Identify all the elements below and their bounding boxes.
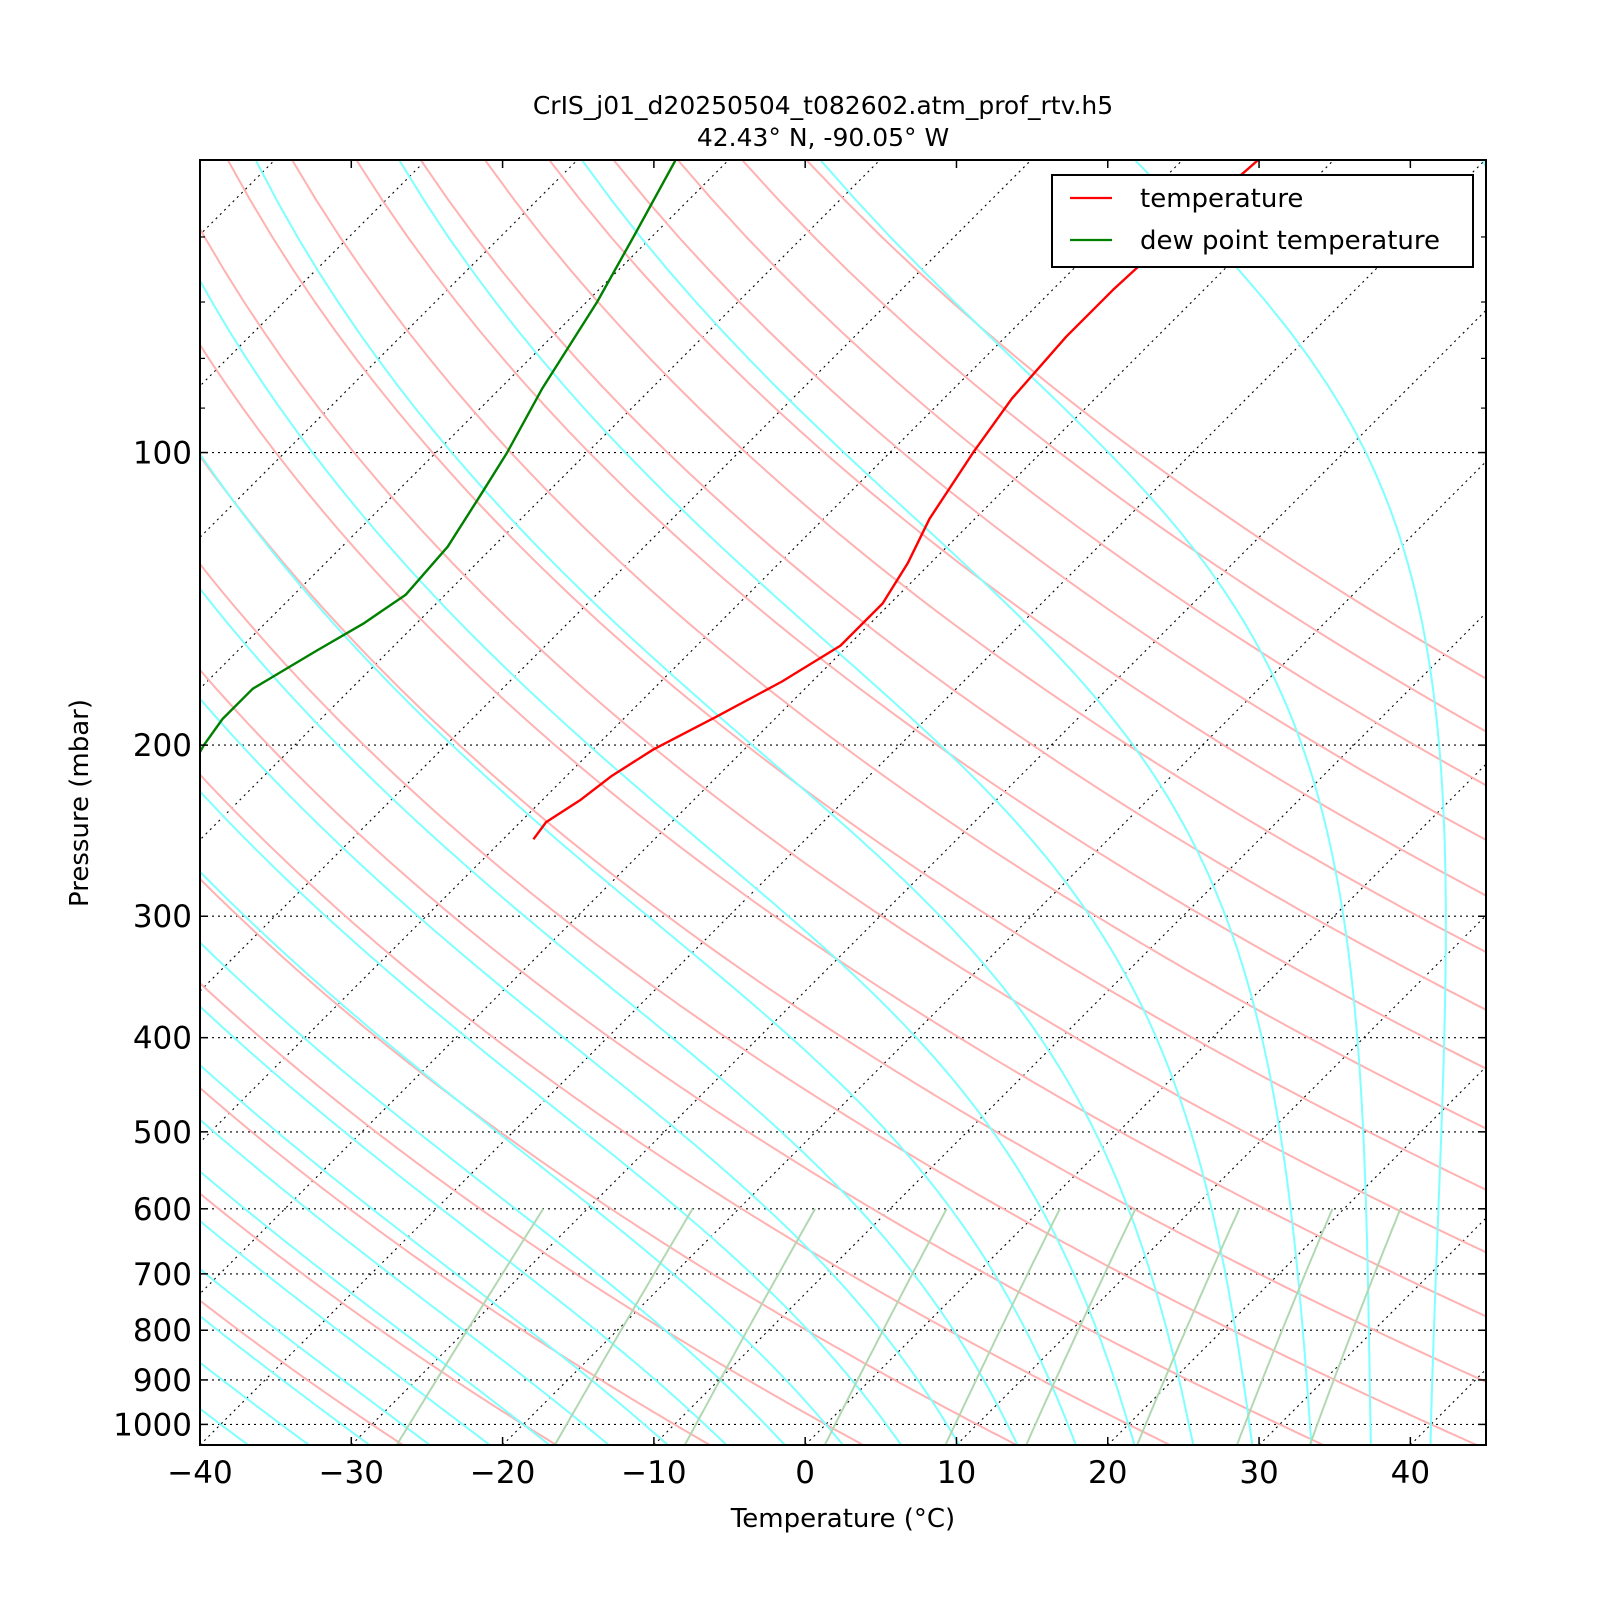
y-tick-label: 900 — [133, 1363, 192, 1399]
dry-adiabat-line — [0, 160, 403, 1445]
isotherm-line — [1562, 143, 1600, 1445]
y-tick-label: 800 — [133, 1313, 192, 1349]
dry-adiabat-line — [0, 160, 863, 1445]
mixing-ratio-line — [825, 1209, 947, 1445]
dry-adiabat-line — [678, 160, 1600, 1445]
isotherm-line — [0, 143, 292, 1445]
isotherm-line — [1410, 143, 1600, 1445]
x-tick-label: −20 — [470, 1455, 535, 1491]
x-tick-label: −30 — [319, 1455, 384, 1491]
y-tick-label: 1000 — [113, 1407, 192, 1443]
isotherm-line — [0, 143, 1200, 1445]
mixing-ratio-line — [555, 1209, 693, 1445]
y-tick-label: 700 — [133, 1257, 192, 1293]
mixing-ratio-line — [1310, 1209, 1401, 1445]
isotherm-line — [957, 143, 1600, 1445]
legend: temperature dew point temperature — [1052, 175, 1473, 267]
dry-adiabat-line — [485, 160, 1600, 1445]
dry-adiabat-line — [614, 160, 1600, 1445]
y-tick-label: 200 — [133, 728, 192, 764]
moist-adiabat-line — [0, 358, 785, 1445]
isotherm-line — [49, 143, 1351, 1445]
moist-adiabat-line — [0, 493, 490, 1445]
x-tick-label: −40 — [167, 1455, 232, 1491]
y-tick-label: 100 — [133, 436, 192, 472]
y-tick-label: 300 — [133, 899, 192, 935]
x-tick-label: 40 — [1391, 1455, 1430, 1491]
chart-title: CrIS_j01_d20250504_t082602.atm_prof_rtv.… — [533, 91, 1113, 120]
isotherm-line — [1259, 143, 1600, 1445]
moist-adiabat-line — [0, 595, 248, 1445]
isotherm-line — [0, 143, 746, 1445]
plot-frame — [200, 160, 1486, 1445]
background-lines — [0, 143, 1600, 1445]
moist-adiabat-line — [0, 547, 370, 1445]
isotherm-line — [200, 143, 1502, 1445]
x-tick-label: 20 — [1088, 1455, 1127, 1491]
legend-label-dew-point: dew point temperature — [1140, 226, 1440, 256]
y-axis-label: Pressure (mbar) — [65, 699, 95, 907]
moist-adiabat-line — [820, 160, 1371, 1445]
y-tick-label: 400 — [133, 1021, 192, 1057]
x-tick-label: 0 — [795, 1455, 815, 1491]
moist-adiabat-line — [1483, 160, 1560, 1445]
dry-adiabat-line — [0, 160, 1323, 1445]
moist-adiabat-line — [141, 160, 1135, 1445]
dry-adiabat-line — [164, 160, 1600, 1445]
moist-adiabat-line — [0, 384, 726, 1445]
x-axis-label: Temperature (°C) — [730, 1504, 955, 1534]
legend-label-temperature: temperature — [1140, 184, 1303, 214]
dry-adiabat-line — [228, 160, 1600, 1445]
dry-adiabat-line — [0, 160, 710, 1445]
dry-adiabat-line — [0, 160, 1477, 1445]
isotherm-line — [0, 143, 897, 1445]
x-tick-label: 30 — [1239, 1455, 1278, 1491]
moist-adiabat-line — [399, 160, 1252, 1445]
x-tick-label: 10 — [937, 1455, 976, 1491]
mixing-ratio-line — [1237, 1209, 1333, 1445]
dry-adiabat-line — [806, 160, 1600, 1445]
isotherm-line — [1108, 143, 1600, 1445]
y-axis: 100 200 300 400 500 600 700 800 900 1000 — [113, 160, 1486, 1443]
isotherm-line — [654, 143, 1600, 1445]
dry-adiabat-line — [0, 160, 1170, 1445]
x-tick-label: −10 — [621, 1455, 686, 1491]
moist-adiabat-line — [0, 431, 609, 1445]
y-tick-label: 500 — [133, 1115, 192, 1151]
y-tick-label: 600 — [133, 1192, 192, 1228]
moist-adiabat-line — [1135, 160, 1446, 1445]
chart-subtitle: 42.43° N, -90.05° W — [697, 123, 949, 152]
